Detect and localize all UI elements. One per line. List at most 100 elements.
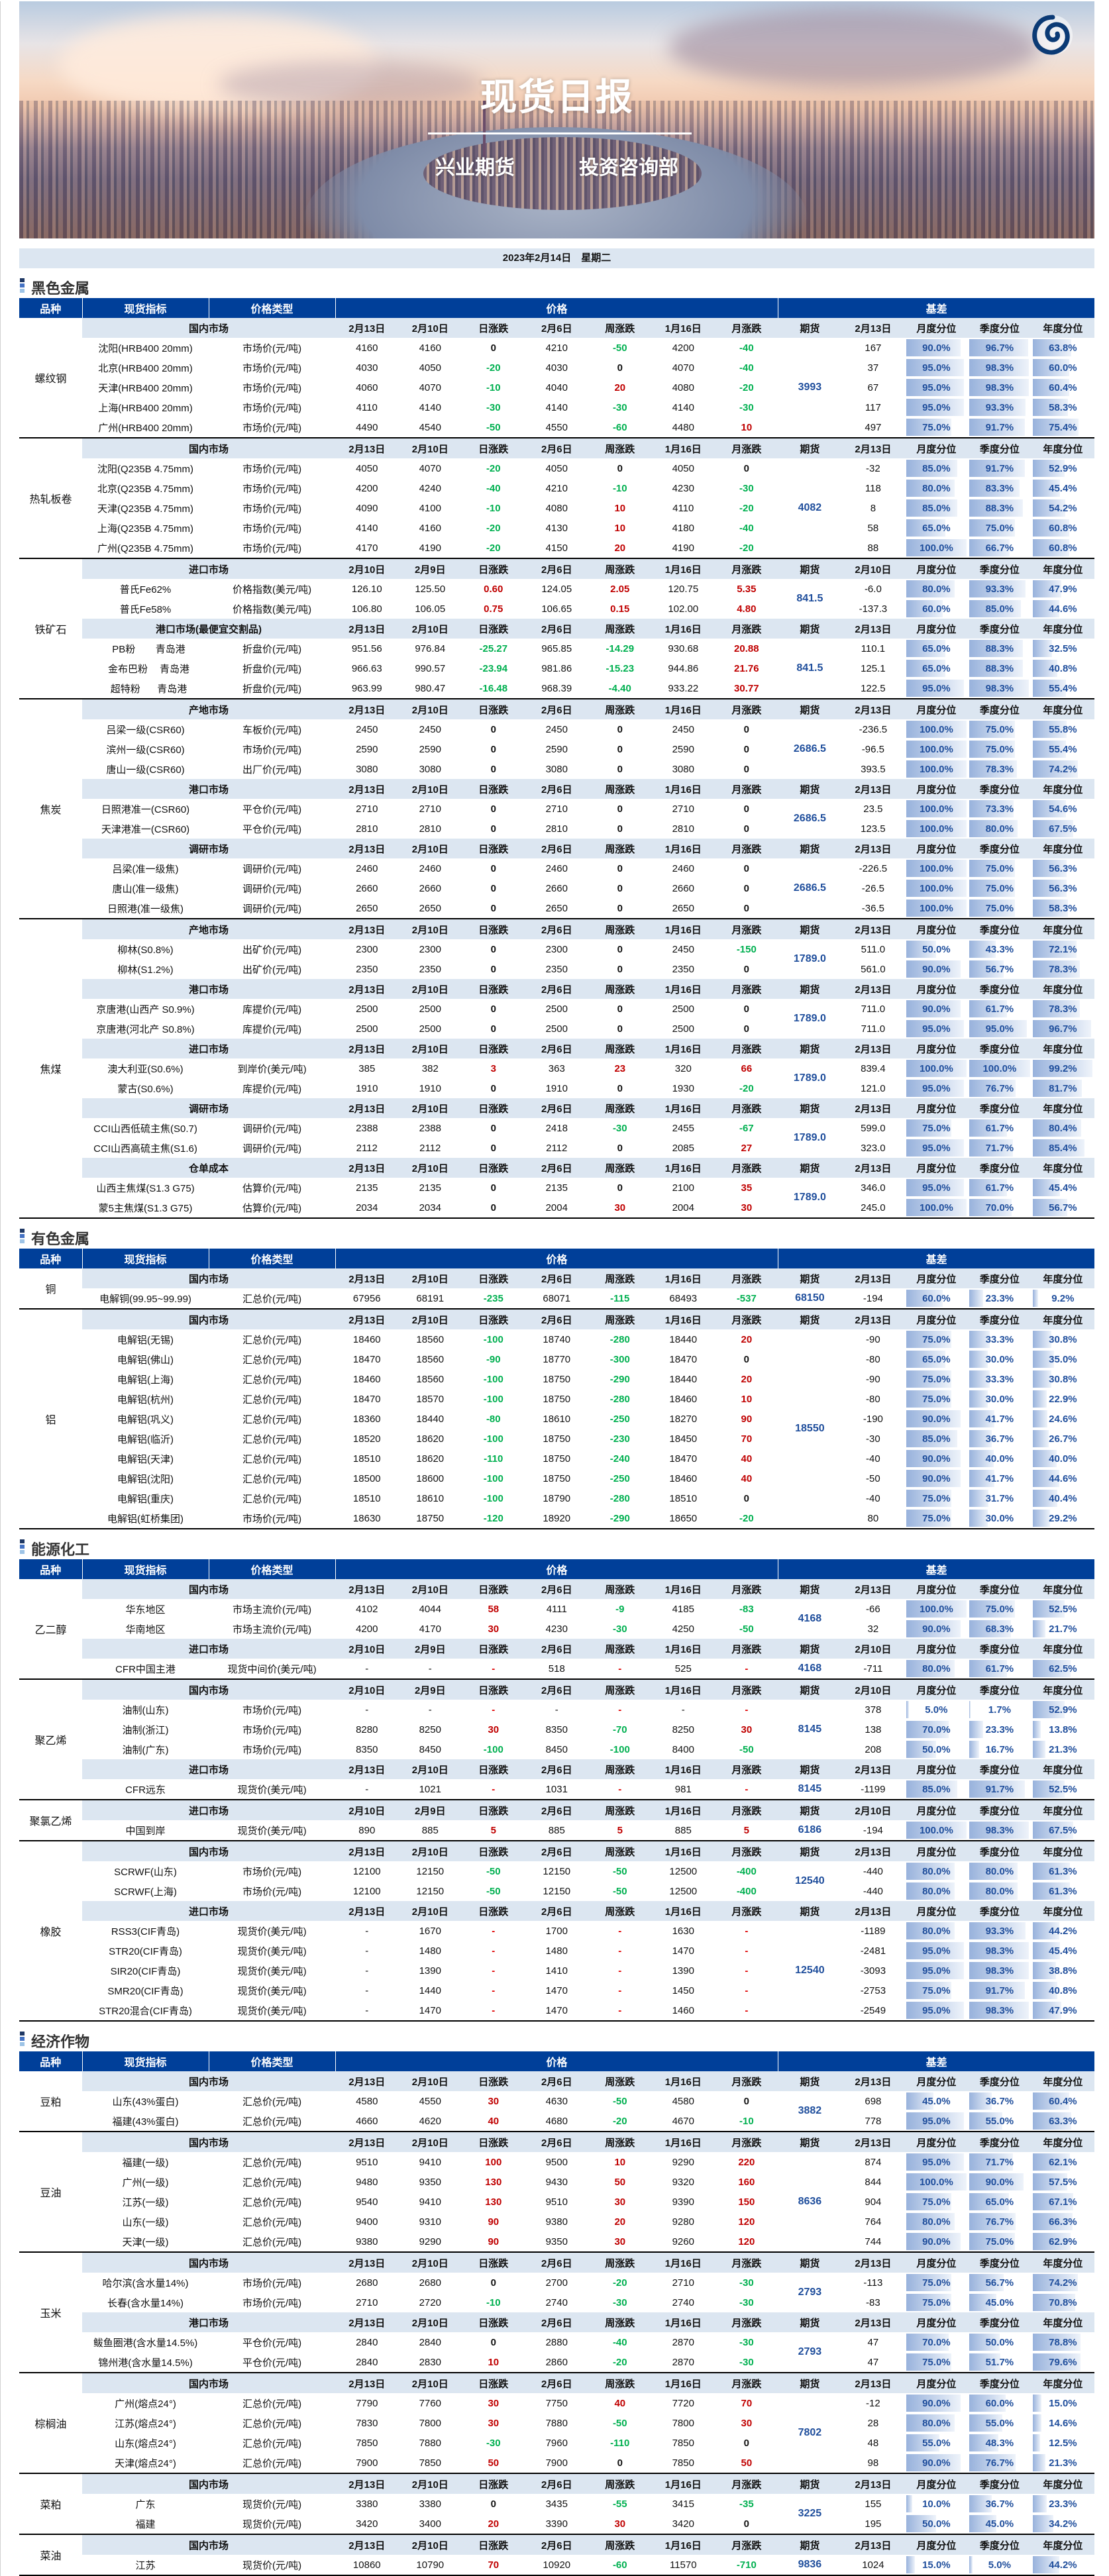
column-header-indicator: 现货指标 <box>81 1249 209 1268</box>
price-prev-week: 4210 <box>545 342 568 354</box>
yearly-percentile-value: 47.9% <box>1049 583 1077 595</box>
percentile-bar <box>1032 499 1066 517</box>
price-prev-day: 7850 <box>419 2457 441 2469</box>
subheader-cell: 周涨跌 <box>588 2312 652 2332</box>
yearly-percentile-value: 62.5% <box>1049 1663 1077 1674</box>
spot-indicator: 长春(含水量14%) <box>107 2297 184 2309</box>
price-prev-day: 18600 <box>416 1472 445 1484</box>
basis-value: 138 <box>865 1724 882 1735</box>
price-prev-month: 7800 <box>672 2417 694 2429</box>
percentile-bar <box>906 1351 946 1368</box>
yearly-percentile: 47.9% <box>1031 2000 1095 2021</box>
price-type: 平仓价(元/吨) <box>242 823 302 835</box>
price-prev-week: 8450 <box>545 1743 568 1755</box>
variety-name: 棕榈油 <box>19 2372 82 2473</box>
quarterly-percentile-value: 1.7% <box>988 1704 1011 1716</box>
percentile-bar <box>1032 900 1068 917</box>
quarterly-percentile: 68.3% <box>968 1619 1031 1639</box>
subheader-cell: 2月13日 <box>841 1840 905 1861</box>
price-type: 汇总价(元/吨) <box>242 1453 302 1465</box>
market-label: 进口市场 <box>82 1759 336 1779</box>
market-label: 进口市场 <box>82 1901 336 1921</box>
weekly-change: -250 <box>609 1413 630 1425</box>
price-prev-month: 2810 <box>672 823 694 835</box>
price-prev-day: 7800 <box>419 2417 441 2429</box>
quarterly-percentile-value: 33.3% <box>985 1333 1014 1345</box>
table-row: 福建(一级) 汇总价(元/吨) 9510 9410 100 9500 10 9290 220 86… <box>19 2152 1094 2207</box>
percentile-bar <box>969 1600 1015 1618</box>
subheader-cell: 月涨跌 <box>715 979 778 999</box>
price-prev-day: 4550 <box>419 2095 441 2107</box>
subheader-cell: 年度分位 <box>1031 918 1095 939</box>
subheader-cell: 季度分位 <box>968 1039 1031 1058</box>
table-row: 蒙古(S0.6%) 库提价(元/吨) 1910 1910 0 1910 0 1930 -20 12… <box>19 1078 1094 1098</box>
percentile-bar <box>906 519 946 537</box>
weekly-change: 0 <box>617 963 623 975</box>
price-prev-month: 18450 <box>669 1433 698 1445</box>
daily-change: - <box>492 1663 496 1674</box>
price-type: 价格指数(美元/吨) <box>232 584 312 595</box>
monthly-percentile: 80.0% <box>905 1881 969 1901</box>
percentile-bar <box>1032 1060 1093 1077</box>
percentile-bar <box>1032 2274 1078 2291</box>
percentile-bar <box>969 1390 988 1408</box>
subheader-cell: 2月6日 <box>525 1678 589 1700</box>
percentile-bar <box>969 359 1030 376</box>
basis-value: -50 <box>866 1472 880 1484</box>
yearly-percentile-value: 52.9% <box>1049 462 1077 474</box>
daily-change: 0 <box>490 1182 496 1194</box>
price-current: 4090 <box>356 502 378 514</box>
percentile-bar <box>906 1822 967 1839</box>
daily-change: 0 <box>490 1082 496 1094</box>
quarterly-percentile-value: 85.0% <box>985 603 1014 615</box>
table-row: 沈阳(Q235B 4.75mm) 市场价(元/吨) 4050 4070 -20 4050 0… <box>19 458 1094 513</box>
subheader-cell: 2月6日 <box>525 1639 589 1659</box>
market-label: 产地市场 <box>82 918 336 939</box>
daily-change: -10 <box>486 382 501 393</box>
weekly-change: 0 <box>617 743 623 755</box>
monthly-percentile-value: 70.0% <box>922 1724 951 1735</box>
futures-price: 2793 <box>798 2346 822 2357</box>
price-type: 汇总价(元/吨) <box>242 1334 302 1346</box>
percentile-bar <box>1032 1331 1051 1348</box>
basis-value: 1024 <box>862 2559 884 2571</box>
price-current: 2135 <box>356 1182 378 1194</box>
subheader-cell: 2月10日 <box>841 1678 905 1700</box>
yearly-percentile: 44.6% <box>1031 599 1095 619</box>
subheader-cell: 季度分位 <box>968 1901 1031 1921</box>
monthly-change: 40 <box>741 1472 753 1484</box>
price-prev-week: 106.65 <box>541 603 572 615</box>
price-prev-month: 8250 <box>672 1724 694 1735</box>
monthly-change: 0 <box>743 462 749 474</box>
table-row: 锦州港(含水量14.5%) 平仓价(元/吨) 2840 2830 10 2860 -20 28… <box>19 2352 1094 2373</box>
market-label: 仓单成本 <box>82 1158 336 1178</box>
yearly-percentile: 62.9% <box>1031 2232 1095 2252</box>
quarterly-percentile: 93.3% <box>968 579 1031 599</box>
price-current: 7830 <box>356 2417 378 2429</box>
spot-indicator: 山西主焦煤(S1.3 G75) <box>96 1182 195 1194</box>
subheader-cell: 2月6日 <box>525 2131 589 2152</box>
price-prev-day: 4170 <box>419 1623 441 1635</box>
spot-indicator: 唐山一级(CSR60) <box>106 764 185 776</box>
percentile-bar <box>969 1510 988 1527</box>
price-current: 4580 <box>356 2095 378 2107</box>
price-prev-day: 18560 <box>416 1353 445 1365</box>
price-prev-week: 3390 <box>545 2518 568 2530</box>
subheader-cell: 周涨跌 <box>588 839 652 858</box>
price-prev-week: 1031 <box>545 1783 568 1795</box>
percentile-bar <box>969 1020 1028 1037</box>
price-prev-day: 1021 <box>419 1783 441 1795</box>
monthly-change: 120 <box>738 2216 755 2228</box>
subheader-cell: 季度分位 <box>968 1840 1031 1861</box>
column-header-variety: 品种 <box>19 1559 82 1579</box>
yearly-percentile: 12.5% <box>1031 2433 1095 2453</box>
futures-price: 3993 <box>798 382 822 393</box>
subheader-cell: 期货 <box>778 318 842 338</box>
subheader-cell: 1月16日 <box>651 437 715 458</box>
percentile-bar <box>969 2213 1016 2230</box>
price-type: 调研价(元/吨) <box>242 863 302 875</box>
market-subheader-row: 棕榈油 国内市场 2月13日 2月10日 日涨跌 2月6日 周涨跌 1月16日 月涨跌 期货 2月1… <box>19 2372 1095 2473</box>
subheader-cell: 月涨跌 <box>715 1158 778 1178</box>
subheader-cell: 月度分位 <box>904 2534 969 2555</box>
subheader-cell: 年度分位 <box>1031 1579 1095 1599</box>
